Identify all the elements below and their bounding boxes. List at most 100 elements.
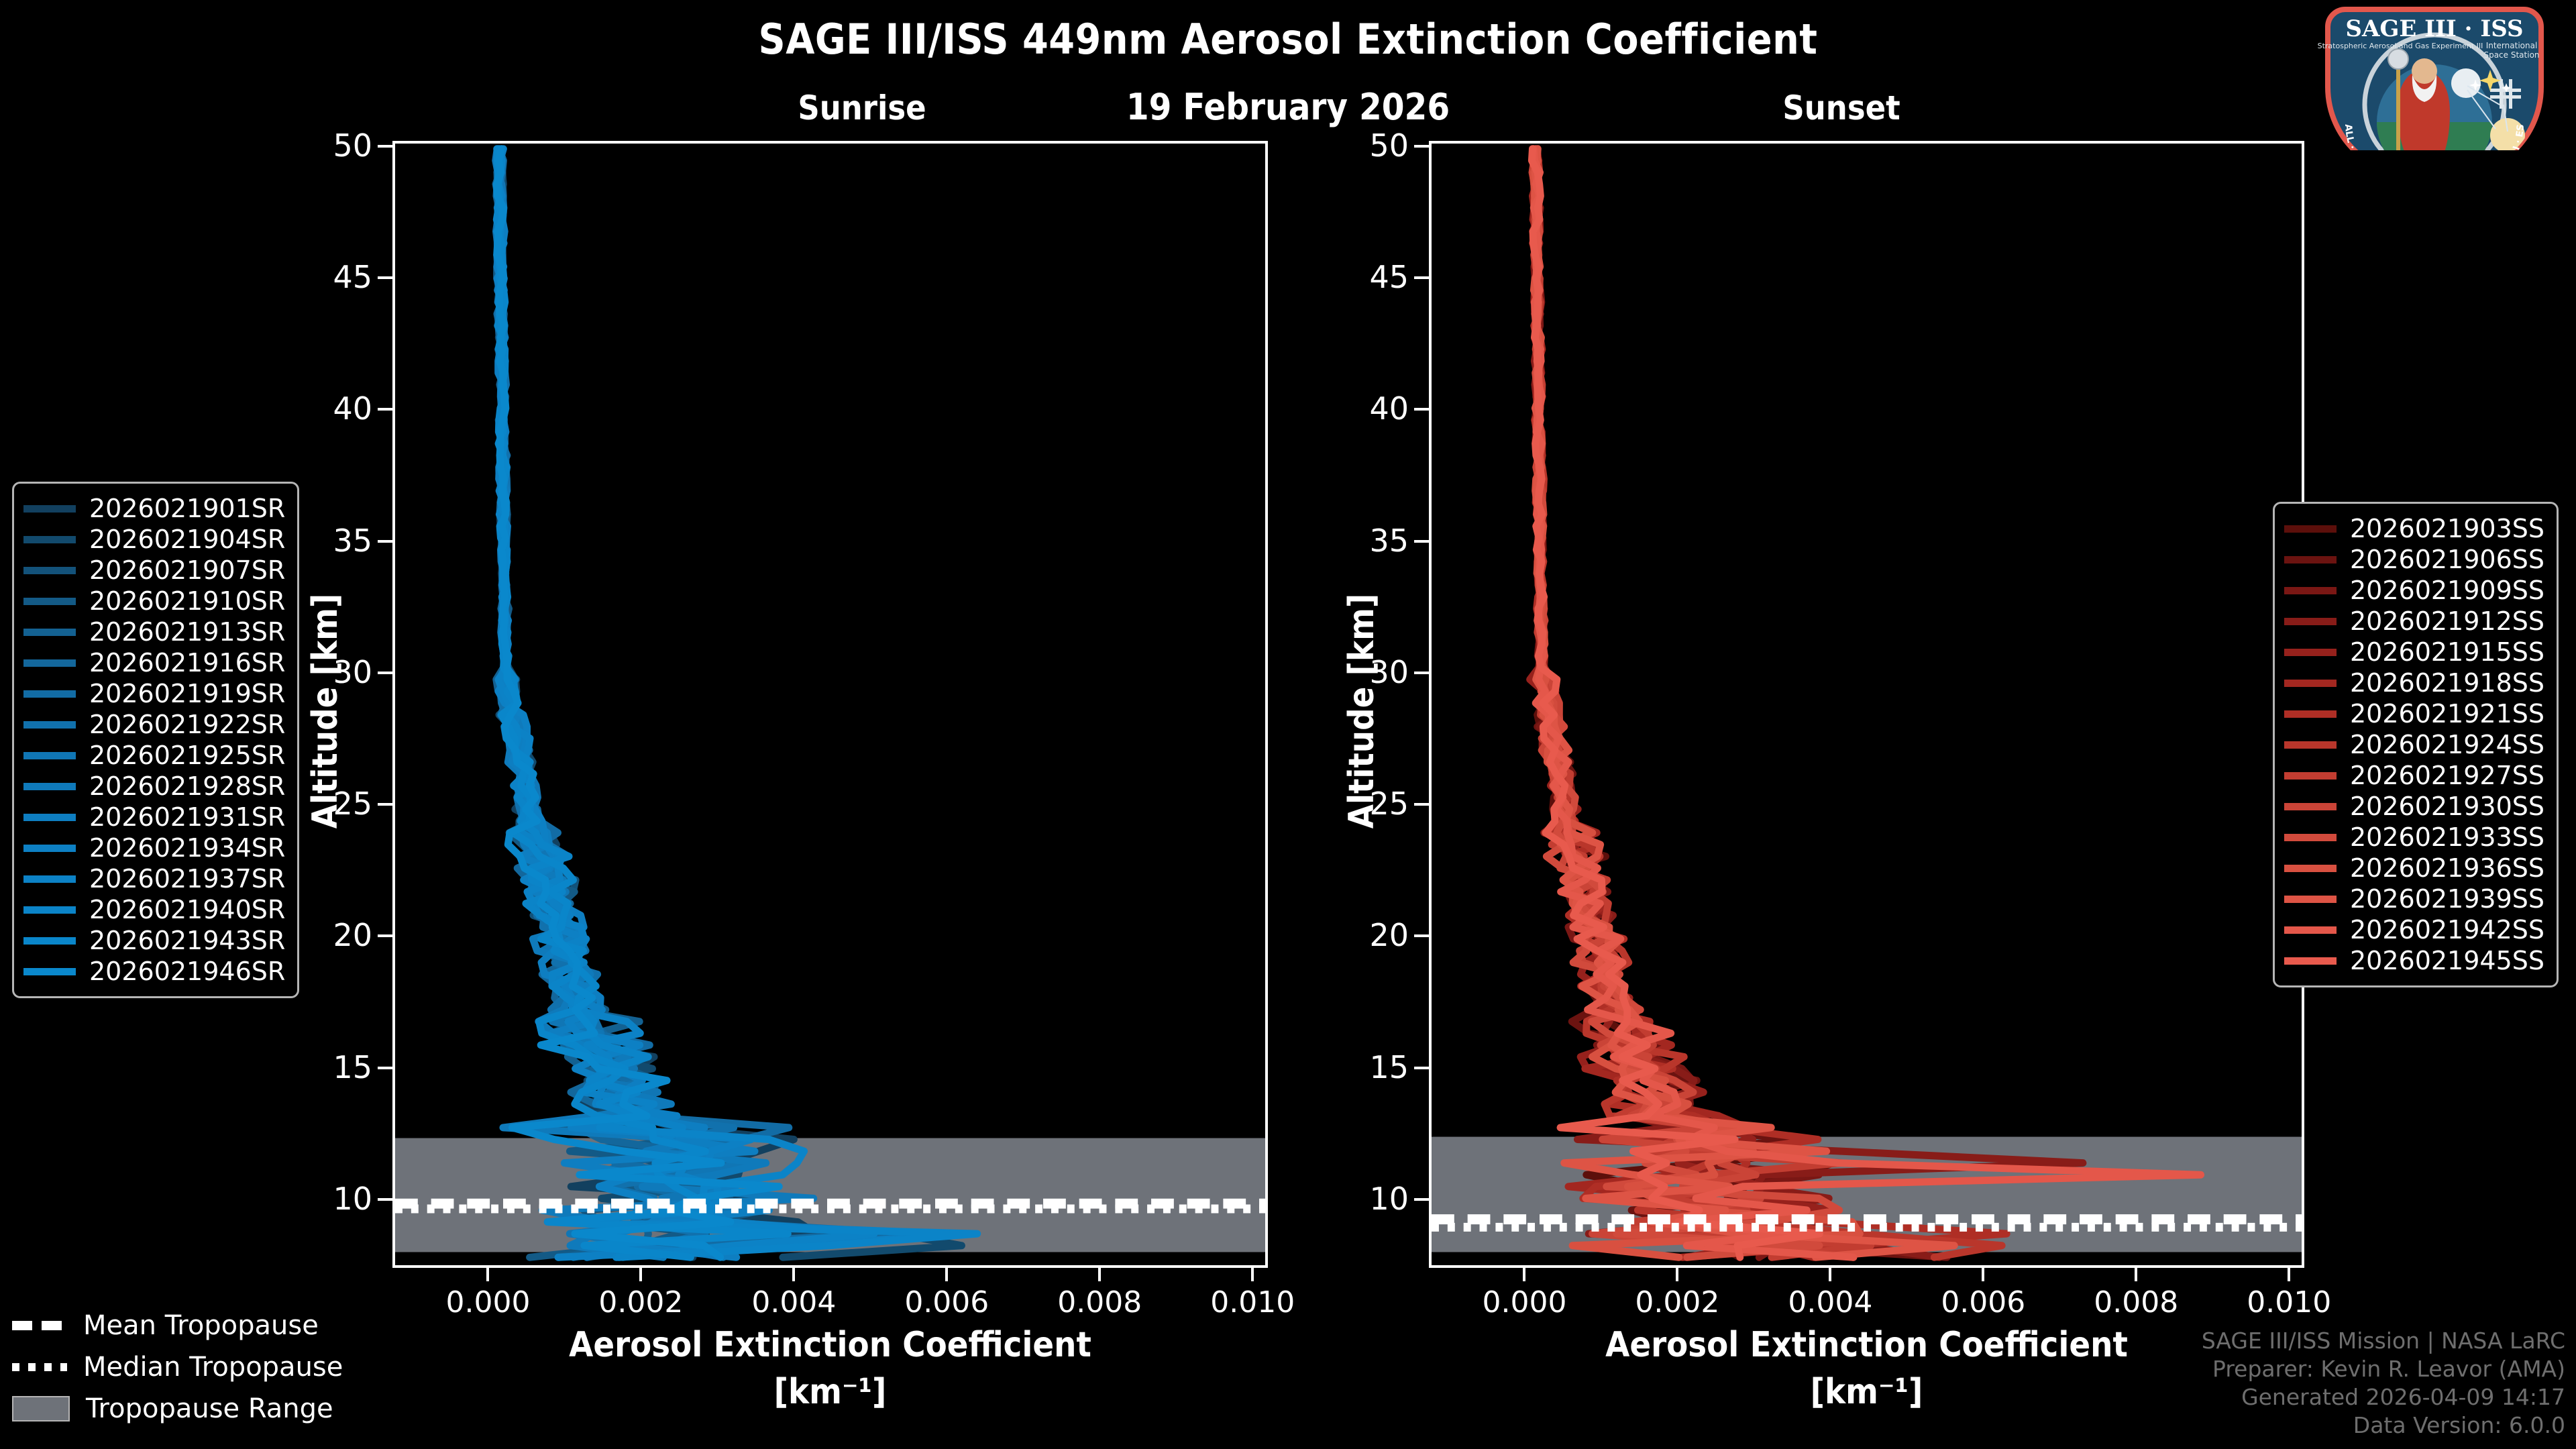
legend-item-2026021924SS[interactable]: 2026021924SS <box>2284 729 2544 760</box>
legend-item-2026021927SS[interactable]: 2026021927SS <box>2284 760 2544 791</box>
xtick-mark-sunrise <box>486 1268 490 1281</box>
legend-label: 2026021903SS <box>2350 514 2545 543</box>
legend-item-2026021925SR[interactable]: 2026021925SR <box>23 740 285 771</box>
legend-label: 2026021942SS <box>2350 915 2545 945</box>
ytick-label-sunset-40: 40 <box>1369 390 1409 427</box>
plot-area-sunset[interactable] <box>1429 141 2304 1268</box>
xtick-label-sunrise-0.000: 0.000 <box>445 1285 531 1320</box>
ytick-mark-sunset <box>1414 539 1429 543</box>
legend-item-2026021913SR[interactable]: 2026021913SR <box>23 616 285 647</box>
xtick-label-sunrise-0.004: 0.004 <box>751 1285 837 1320</box>
legend-label: 2026021933SS <box>2350 822 2545 852</box>
profile-line <box>1531 145 2010 1261</box>
plot-area-sunrise[interactable] <box>392 141 1268 1268</box>
legend-item-2026021942SS[interactable]: 2026021942SS <box>2284 914 2544 945</box>
legend-item-2026021912SS[interactable]: 2026021912SS <box>2284 606 2544 637</box>
ytick-mark-sunset <box>1414 934 1429 938</box>
ytick-mark-sunset <box>1414 671 1429 674</box>
legend-item-2026021930SS[interactable]: 2026021930SS <box>2284 791 2544 822</box>
ytick-mark-sunset <box>1414 1197 1429 1201</box>
sage-iii-iss-mission-patch-icon: SAGE III · ISS Stratospheric Aerosol and… <box>2295 0 2567 213</box>
legend-label: 2026021919SR <box>89 679 286 708</box>
legend-item-2026021919SR[interactable]: 2026021919SR <box>23 678 285 709</box>
legend-label: 2026021934SR <box>89 833 286 863</box>
profile-line <box>1527 145 1823 1261</box>
legend-swatch-icon <box>23 751 76 759</box>
legend-swatch-icon <box>23 690 76 698</box>
ytick-mark-sunset <box>1414 408 1429 411</box>
legend-swatch-icon <box>23 720 76 729</box>
ytick-label-sunset-20: 20 <box>1369 917 1409 954</box>
legend-item-2026021910SR[interactable]: 2026021910SR <box>23 586 285 616</box>
legend-swatch-icon <box>2284 926 2337 934</box>
yaxis-title-sunset: Altitude [km] <box>1342 593 1383 829</box>
ytick-mark-sunrise <box>378 408 392 411</box>
xaxis-title-sunrise-line1: Aerosol Extinction Coefficient <box>569 1325 1091 1365</box>
profile-line <box>493 145 915 1261</box>
legend-swatch-icon <box>23 875 76 883</box>
legend-item-2026021907SR[interactable]: 2026021907SR <box>23 555 285 586</box>
legend-swatch-icon <box>23 597 76 605</box>
xtick-mark-sunset <box>1676 1268 1679 1281</box>
xtick-label-sunrise-0.006: 0.006 <box>904 1285 989 1320</box>
legend-item-2026021909SS[interactable]: 2026021909SS <box>2284 575 2544 606</box>
legend-item-2026021946SR[interactable]: 2026021946SR <box>23 956 285 987</box>
xtick-label-sunset-0.010: 0.010 <box>2247 1285 2332 1320</box>
legend-item-2026021936SS[interactable]: 2026021936SS <box>2284 853 2544 883</box>
ytick-mark-sunrise <box>378 1197 392 1201</box>
legend-item-2026021918SS[interactable]: 2026021918SS <box>2284 667 2544 698</box>
xaxis-title-sunrise-line2: [km⁻¹] <box>773 1372 887 1412</box>
legend-label: 2026021940SR <box>89 895 286 924</box>
legend-label: 2026021910SR <box>89 586 286 616</box>
legend-sunrise[interactable]: 2026021901SR 2026021904SR 2026021907SR 2026… <box>12 482 300 998</box>
profile-line <box>492 145 783 1261</box>
legend-swatch-icon <box>2284 895 2337 903</box>
legend-item-2026021940SR[interactable]: 2026021940SR <box>23 894 285 925</box>
xtick-mark-sunset <box>2135 1268 2138 1281</box>
legend-item-2026021937SR[interactable]: 2026021937SR <box>23 863 285 894</box>
legend-item-2026021931SR[interactable]: 2026021931SR <box>23 802 285 833</box>
legend-item-dotted[interactable]: Median Tropopause <box>12 1346 343 1388</box>
legend-item-2026021933SS[interactable]: 2026021933SS <box>2284 822 2544 853</box>
legend-item-2026021928SR[interactable]: 2026021928SR <box>23 771 285 802</box>
credits-line: Data Version: 6.0.0 <box>2353 1412 2565 1438</box>
legend-item-2026021904SR[interactable]: 2026021904SR <box>23 524 285 555</box>
legend-item-2026021943SR[interactable]: 2026021943SR <box>23 925 285 956</box>
ytick-label-sunset-25: 25 <box>1369 786 1409 822</box>
profile-line <box>493 145 965 1261</box>
legend-item-dashed[interactable]: Mean Tropopause <box>12 1305 343 1346</box>
logo-subtitle-left: Stratospheric Aerosol and Gas Experiment… <box>2318 42 2483 50</box>
legend-item-2026021934SR[interactable]: 2026021934SR <box>23 833 285 863</box>
ytick-mark-sunrise <box>378 144 392 148</box>
legend-label: 2026021912SS <box>2350 606 2545 636</box>
legend-item-band[interactable]: Tropopause Range <box>12 1388 343 1430</box>
xtick-label-sunset-0.000: 0.000 <box>1482 1285 1567 1320</box>
legend-swatch-icon <box>23 535 76 543</box>
profile-line <box>1528 145 1858 1261</box>
legend-item-2026021915SS[interactable]: 2026021915SS <box>2284 637 2544 667</box>
legend-label: Mean Tropopause <box>83 1310 319 1341</box>
ytick-label-sunset-15: 15 <box>1369 1049 1409 1085</box>
yaxis-title-sunrise: Altitude [km] <box>305 593 346 829</box>
legend-label: 2026021936SS <box>2350 853 2545 883</box>
legend-item-2026021916SR[interactable]: 2026021916SR <box>23 647 285 678</box>
ytick-mark-sunrise <box>378 1066 392 1069</box>
legend-label: 2026021937SR <box>89 864 286 894</box>
legend-item-2026021906SS[interactable]: 2026021906SS <box>2284 544 2544 575</box>
profile-lines-sunset <box>1432 145 2302 1261</box>
legend-label: 2026021943SR <box>89 926 286 955</box>
ytick-mark-sunrise <box>378 803 392 806</box>
legend-item-2026021921SS[interactable]: 2026021921SS <box>2284 698 2544 729</box>
legend-sunset[interactable]: 2026021903SS 2026021906SS 2026021909SS 2026… <box>2273 502 2559 987</box>
legend-tropopause[interactable]: Mean Tropopause Median Tropopause Tropopau… <box>12 1305 343 1430</box>
legend-swatch-icon <box>23 659 76 667</box>
legend-item-2026021945SS[interactable]: 2026021945SS <box>2284 945 2544 976</box>
legend-item-2026021901SR[interactable]: 2026021901SR <box>23 493 285 524</box>
legend-item-2026021939SS[interactable]: 2026021939SS <box>2284 883 2544 914</box>
legend-item-2026021903SS[interactable]: 2026021903SS <box>2284 513 2544 544</box>
xtick-label-sunset-0.004: 0.004 <box>1788 1285 1873 1320</box>
legend-item-2026021922SR[interactable]: 2026021922SR <box>23 709 285 740</box>
profile-line <box>1529 145 2205 1261</box>
legend-swatch-icon <box>23 936 76 945</box>
legend-label: 2026021939SS <box>2350 884 2545 914</box>
